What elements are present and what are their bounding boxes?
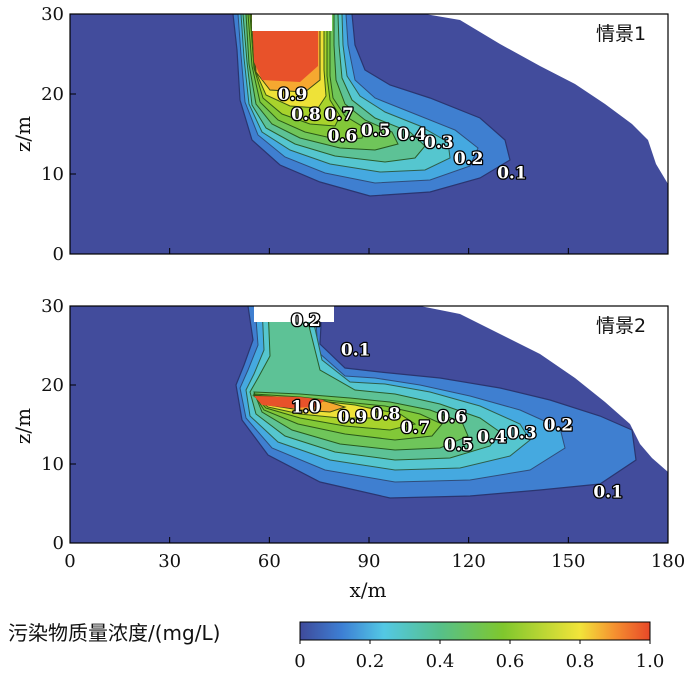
contour-label: 0.5 <box>444 435 474 455</box>
contour-label: 0.1 <box>341 340 371 360</box>
colorbar-tick-label: 0.6 <box>496 651 525 672</box>
contour-label: 0.5 <box>361 121 391 141</box>
contour-label: 0.7 <box>401 418 431 438</box>
colorbar-tick-label: 0.8 <box>566 651 595 672</box>
y-tick-label: 20 <box>41 375 64 396</box>
x-axis-label: x/m <box>350 578 387 602</box>
panel-2-contour-labels: 0.2 0.1 1.0 0.9 0.80.7 0.6 0.5 0.4 0.3 0.2 0.1 <box>290 310 625 504</box>
contour-label: 0.2 <box>544 416 574 436</box>
panel-1-contour-labels: 0.90.8 0.70.6 0.5 0.40.30.2 0.1 <box>276 84 527 185</box>
y-tick-label: 0 <box>53 244 64 265</box>
x-tick-label: 120 <box>451 551 485 572</box>
contour-label: 0.9 <box>338 408 368 428</box>
contour-label: 0.3 <box>424 133 454 153</box>
y-tick-label: 20 <box>41 84 64 105</box>
contour-label: 0.4 <box>397 125 427 145</box>
contour-label: 0.8 <box>371 404 401 424</box>
colorbar-tick-label: 0.4 <box>426 651 455 672</box>
slope-region <box>420 306 668 472</box>
colorbar-title: 污染物质量浓度/(mg/L) <box>8 621 220 645</box>
y-tick-label: 10 <box>41 164 64 185</box>
slope-region <box>425 14 668 184</box>
x-tick-label: 0 <box>64 551 75 572</box>
contour-label: 0.3 <box>507 423 537 443</box>
colorbar-tick-label: 0.2 <box>356 651 385 672</box>
y-axis-label-1: z/m <box>11 116 35 152</box>
contour-label: 0.8 <box>291 105 321 125</box>
x-tick-label: 150 <box>551 551 585 572</box>
panel-1-label: 情景1 <box>596 23 646 45</box>
x-tick-label: 90 <box>358 551 381 572</box>
source-block <box>254 306 334 322</box>
colorbar-gradient <box>299 621 651 641</box>
colorbar: 污染物质量浓度/(mg/L) 0 0.2 0.4 0.6 0.8 1.0 <box>8 621 664 672</box>
contour-label: 0.2 <box>454 149 484 169</box>
source-block <box>252 14 332 31</box>
colorbar-tick-label: 0 <box>294 651 305 672</box>
y-axis-label-2: z/m <box>11 408 35 444</box>
contour-label: 0.6 <box>437 408 467 428</box>
panel-1-axes: 0 10 20 30 <box>41 4 669 265</box>
x-tick-label: 30 <box>158 551 181 572</box>
contour-label: 0.2 <box>291 311 321 331</box>
colorbar-tick-label: 1.0 <box>636 651 665 672</box>
panel-2-label: 情景2 <box>596 315 646 337</box>
panel-2 <box>70 306 668 543</box>
panel-1 <box>70 14 668 254</box>
contour-label: 0.7 <box>324 105 354 125</box>
y-tick-label: 30 <box>41 4 64 25</box>
colorbar-ticks: 0 0.2 0.4 0.6 0.8 1.0 <box>294 640 664 672</box>
contour-label: 0.4 <box>477 427 507 447</box>
y-tick-label: 10 <box>41 454 64 475</box>
x-tick-label: 180 <box>651 551 685 572</box>
contour-label: 0.6 <box>328 127 358 147</box>
plume-layer-1.0 <box>254 396 324 408</box>
y-tick-label: 0 <box>53 533 64 554</box>
x-tick-label: 60 <box>258 551 281 572</box>
panel-2-axes: 0 10 20 30 0 30 60 90 120 150 180 <box>41 296 685 572</box>
contour-label: 0.1 <box>593 483 623 503</box>
contour-label: 1.0 <box>291 397 321 417</box>
contour-label: 0.1 <box>497 163 527 183</box>
y-tick-label: 30 <box>41 296 64 317</box>
contour-label: 0.9 <box>278 85 308 105</box>
